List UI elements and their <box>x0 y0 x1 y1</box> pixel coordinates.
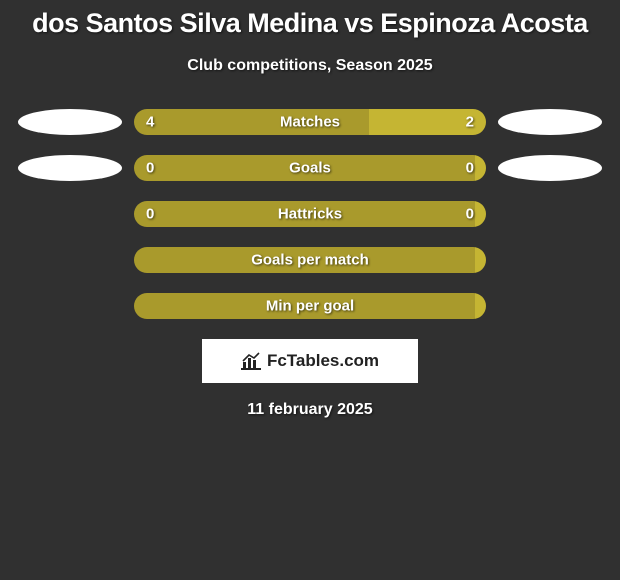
photo-spacer <box>498 247 602 273</box>
player-photo-left <box>18 155 122 181</box>
stat-label: Hattricks <box>278 206 342 223</box>
player-photo-left <box>18 109 122 135</box>
photo-spacer <box>18 247 122 273</box>
stat-row: Matches 4 2 <box>0 109 620 135</box>
photo-spacer <box>18 201 122 227</box>
subtitle: Club competitions, Season 2025 <box>0 57 620 75</box>
bar-right-fill <box>475 293 486 319</box>
brand-wrap: FcTables.com <box>0 339 620 383</box>
stat-row: Goals per match <box>0 247 620 273</box>
player-photo-right <box>498 109 602 135</box>
stat-value-left: 4 <box>146 114 154 131</box>
stat-value-left: 0 <box>146 206 154 223</box>
stat-value-right: 0 <box>466 206 474 223</box>
brand-chart-icon <box>241 352 261 370</box>
brand-text: FcTables.com <box>267 351 379 371</box>
bar-right-fill <box>475 155 486 181</box>
stat-label: Min per goal <box>266 298 354 315</box>
stat-bar: Min per goal <box>134 293 486 319</box>
page-title: dos Santos Silva Medina vs Espinoza Acos… <box>0 0 620 39</box>
stat-row: Hattricks 0 0 <box>0 201 620 227</box>
bar-right-fill <box>475 247 486 273</box>
date-label: 11 february 2025 <box>0 401 620 419</box>
stat-bar: Matches 4 2 <box>134 109 486 135</box>
player-photo-right <box>498 155 602 181</box>
photo-spacer <box>498 201 602 227</box>
stat-label: Matches <box>280 114 340 131</box>
photo-spacer <box>18 293 122 319</box>
stat-bar: Goals 0 0 <box>134 155 486 181</box>
stat-row: Goals 0 0 <box>0 155 620 181</box>
photo-spacer <box>498 293 602 319</box>
brand-badge[interactable]: FcTables.com <box>202 339 418 383</box>
stat-value-right: 2 <box>466 114 474 131</box>
stat-value-right: 0 <box>466 160 474 177</box>
stat-bar: Hattricks 0 0 <box>134 201 486 227</box>
stat-label: Goals <box>289 160 331 177</box>
bar-right-fill <box>475 201 486 227</box>
stat-label: Goals per match <box>251 252 369 269</box>
stat-bar: Goals per match <box>134 247 486 273</box>
stat-value-left: 0 <box>146 160 154 177</box>
stat-row: Min per goal <box>0 293 620 319</box>
stats-rows: Matches 4 2 Goals 0 0 Hattricks 0 0 Goals per mat… <box>0 109 620 319</box>
